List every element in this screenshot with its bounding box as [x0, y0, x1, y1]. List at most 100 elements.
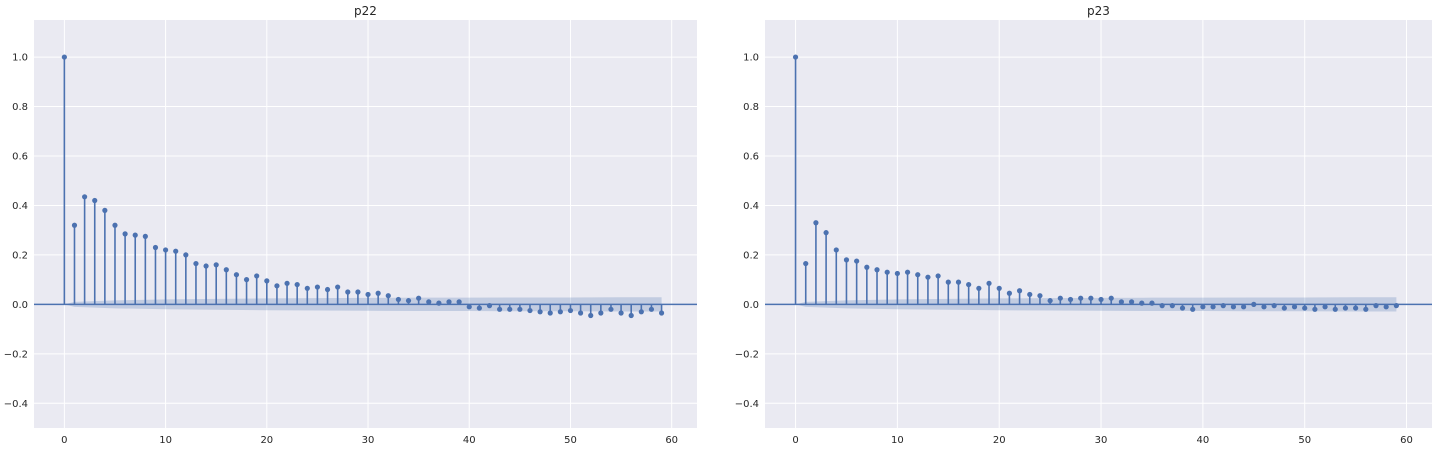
acf-point	[456, 299, 462, 305]
acf-point	[1281, 305, 1287, 311]
acf-point	[904, 269, 911, 275]
x-tick-label: 60	[1400, 435, 1413, 446]
acf-point	[843, 257, 850, 263]
acf-point	[395, 296, 401, 303]
acf-point	[966, 281, 972, 288]
acf-point	[264, 278, 270, 284]
acf-point	[1149, 300, 1155, 306]
acf-point	[833, 247, 839, 253]
acf-point	[1098, 296, 1104, 303]
acf-point	[173, 248, 179, 254]
acf-point	[1210, 304, 1216, 310]
acf-point	[1271, 303, 1277, 309]
acf-point	[335, 284, 341, 290]
acf-point	[1393, 303, 1399, 309]
acf-point	[82, 194, 88, 200]
acf-point	[588, 312, 594, 319]
acf-point	[1383, 304, 1389, 310]
plot-area	[765, 20, 1432, 428]
acf-point	[466, 304, 472, 310]
acf-point	[1220, 303, 1226, 309]
acf-point	[254, 273, 260, 279]
acf-point	[1312, 306, 1318, 312]
acf-chart-p22: 0 10 20 30 40 50 60 −0.4 −0.2 0.0 0.2 0.4 0.6 0.8 1.0 p…	[4, 4, 697, 446]
acf-point	[1190, 306, 1196, 312]
acf-point	[854, 258, 860, 264]
acf-point	[1200, 304, 1206, 310]
acf-point	[375, 290, 381, 296]
y-tick-label: 1.0	[12, 53, 28, 64]
x-tick-label: 50	[1298, 435, 1311, 446]
plot-area	[34, 20, 697, 428]
acf-point	[1179, 305, 1186, 311]
acf-point	[1332, 306, 1338, 312]
y-tick-label: 0.8	[743, 102, 759, 113]
y-tick-label: 0.6	[743, 152, 759, 163]
acf-point	[385, 293, 391, 299]
acf-point	[203, 263, 209, 269]
acf-point	[71, 222, 78, 228]
y-tick-label: 0.0	[12, 300, 28, 311]
acf-chart-p23: 0 10 20 30 40 50 60 −0.4 −0.2 0.0 0.2 0.4 0.6 0.8 1.0 p…	[735, 4, 1432, 446]
acf-point	[314, 284, 321, 290]
acf-point	[792, 54, 799, 60]
y-tick-label: −0.2	[735, 349, 759, 360]
y-tick-label: −0.4	[735, 399, 759, 410]
y-tick-label: 1.0	[743, 53, 759, 64]
acf-point	[1088, 295, 1094, 301]
acf-point	[1016, 288, 1023, 294]
y-tick-label: 0.0	[743, 300, 759, 311]
acf-point	[1353, 305, 1359, 311]
acf-point	[894, 270, 900, 277]
acf-point	[476, 305, 482, 311]
acf-point	[61, 54, 67, 60]
acf-point	[996, 285, 1002, 291]
acf-point	[162, 247, 169, 253]
acf-point	[1128, 299, 1135, 305]
acf-point	[416, 295, 422, 301]
acf-point	[1108, 295, 1114, 301]
acf-point	[122, 231, 128, 237]
acf-point	[945, 279, 951, 285]
acf-point	[355, 289, 361, 295]
acf-point	[1322, 304, 1328, 310]
acf-point	[345, 289, 351, 295]
acf-point	[223, 267, 229, 273]
acf-point	[648, 306, 655, 312]
acf-point	[608, 306, 614, 312]
acf-point	[294, 281, 300, 288]
chart-panel-p23: 0 10 20 30 40 50 60 −0.4 −0.2 0.0 0.2 0.4 0.6 0.8 1.0 p…	[718, 0, 1436, 452]
acf-point	[557, 309, 563, 315]
acf-point	[497, 306, 503, 312]
acf-point	[1078, 295, 1084, 301]
acf-point	[1159, 303, 1165, 309]
acf-point	[507, 306, 513, 312]
acf-point	[365, 291, 371, 298]
y-tick-label: −0.2	[4, 349, 28, 360]
acf-point	[925, 274, 931, 280]
acf-point	[986, 280, 992, 286]
acf-point	[884, 269, 890, 275]
acf-point	[1006, 290, 1012, 296]
acf-point	[1230, 304, 1237, 310]
acf-point	[1057, 295, 1063, 301]
y-tick-label: 0.2	[743, 250, 759, 261]
acf-point	[1342, 305, 1349, 311]
acf-point	[284, 280, 290, 286]
y-tick-label: 0.4	[743, 201, 759, 212]
x-tick-label: 60	[665, 435, 678, 446]
acf-point	[955, 279, 962, 285]
acf-point	[405, 298, 412, 304]
y-tick-label: −0.4	[4, 399, 28, 410]
acf-point	[935, 273, 941, 279]
acf-point	[1251, 301, 1257, 307]
acf-point	[1363, 306, 1369, 312]
acf-point	[823, 230, 829, 236]
chart-title: p23	[1087, 4, 1110, 18]
acf-point	[1027, 291, 1033, 298]
x-tick-label: 40	[1197, 435, 1210, 446]
acf-point	[1373, 303, 1379, 309]
x-tick-label: 10	[159, 435, 172, 446]
y-tick-label: 0.8	[12, 102, 28, 113]
acf-point	[1037, 293, 1043, 299]
